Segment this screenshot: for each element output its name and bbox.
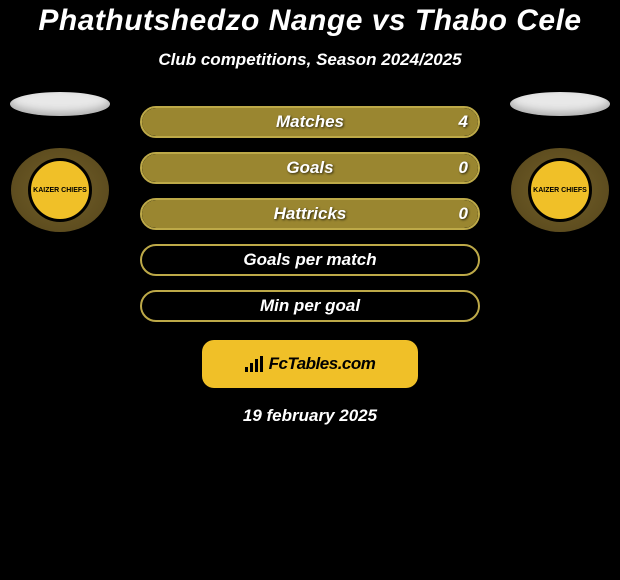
bars-icon	[245, 356, 263, 372]
stat-bar-label: Goals	[286, 158, 333, 178]
comparison-arena: KAIZER CHIEFS KAIZER CHIEFS Matches 4 Goal…	[0, 106, 620, 322]
watermark-card: FcTables.com	[202, 340, 418, 388]
stat-bar-label: Min per goal	[260, 296, 360, 316]
club-badge-left: KAIZER CHIEFS	[11, 148, 109, 232]
stat-bar: Min per goal	[140, 290, 480, 322]
club-badge-left-label: KAIZER CHIEFS	[28, 158, 92, 222]
subtitle: Club competitions, Season 2024/2025	[0, 50, 620, 70]
stat-bar-label: Goals per match	[243, 250, 376, 270]
watermark-text: FcTables.com	[269, 354, 376, 374]
player-left-silhouette	[10, 92, 110, 116]
player-right-silhouette	[510, 92, 610, 116]
stat-bar-label: Hattricks	[274, 204, 347, 224]
stat-bars: Matches 4 Goals 0 Hattricks 0 Goals per match M…	[140, 106, 480, 322]
stat-bar-value-right: 0	[459, 158, 468, 178]
player-right-column: KAIZER CHIEFS	[500, 92, 620, 232]
club-badge-right-label: KAIZER CHIEFS	[528, 158, 592, 222]
stat-bar: Goals 0	[140, 152, 480, 184]
club-badge-right: KAIZER CHIEFS	[511, 148, 609, 232]
stat-bar: Goals per match	[140, 244, 480, 276]
stat-bar-value-right: 0	[459, 204, 468, 224]
stat-bar-label: Matches	[276, 112, 344, 132]
player-left-column: KAIZER CHIEFS	[0, 92, 120, 232]
snapshot-date: 19 february 2025	[0, 406, 620, 426]
stat-bar: Matches 4	[140, 106, 480, 138]
page-title: Phathutshedzo Nange vs Thabo Cele	[0, 0, 620, 38]
stat-bar-value-right: 4	[459, 112, 468, 132]
stat-bar: Hattricks 0	[140, 198, 480, 230]
